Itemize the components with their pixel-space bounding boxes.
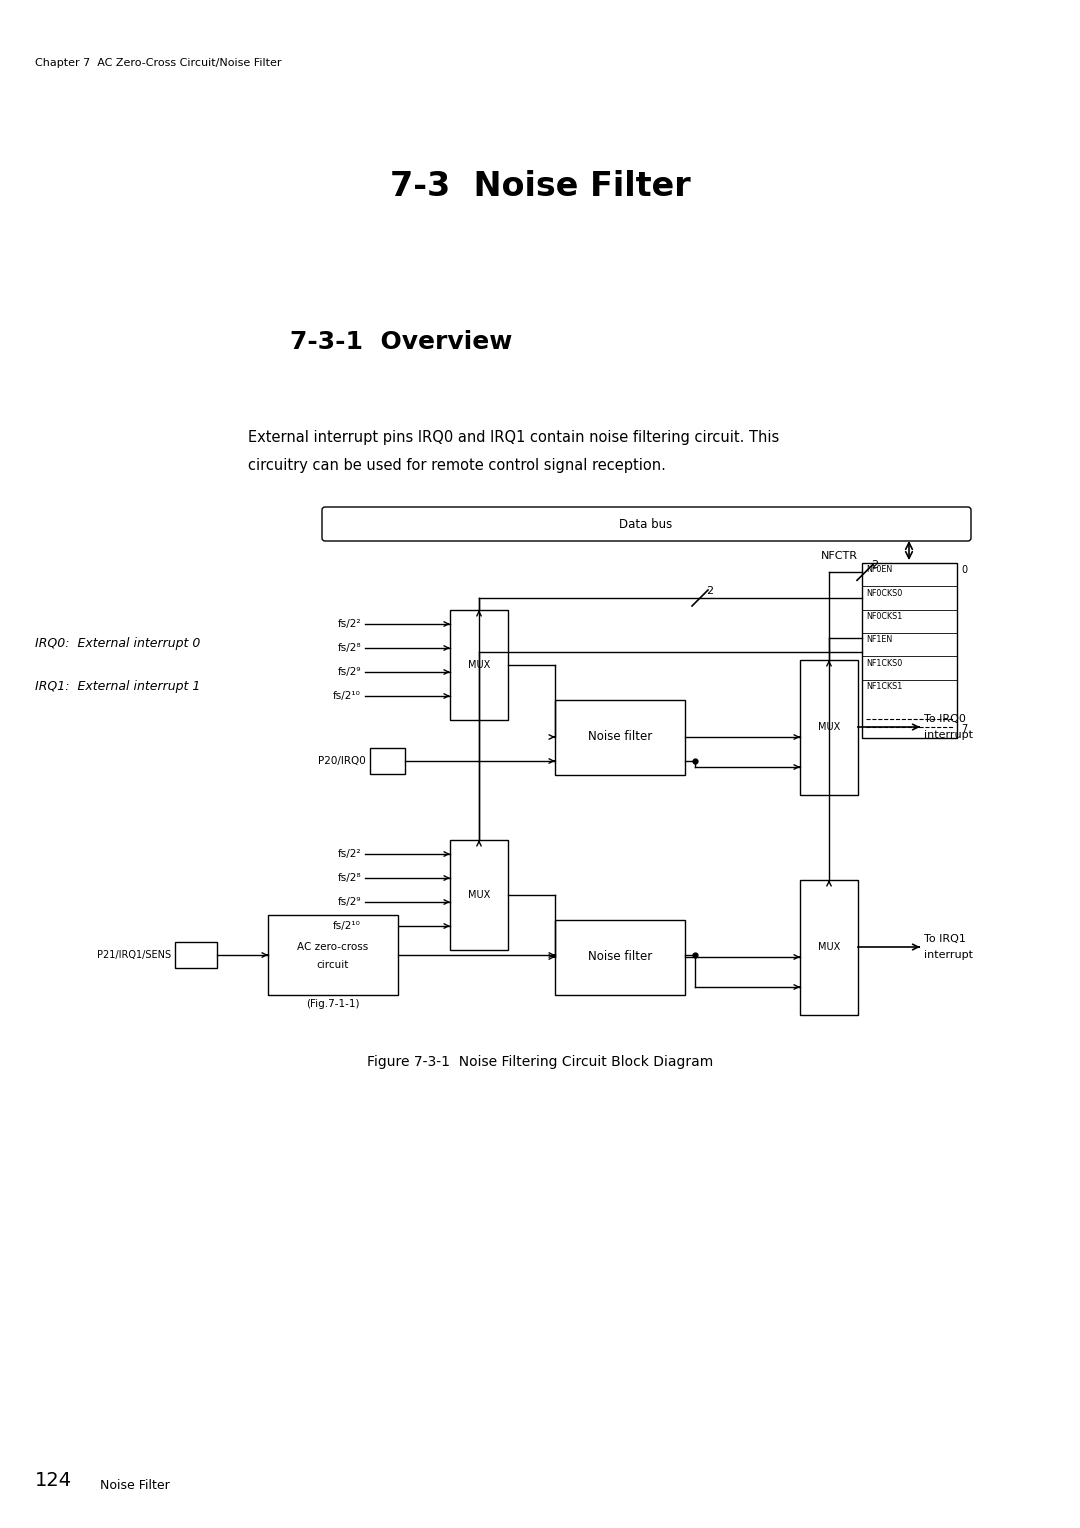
Text: circuit: circuit [316,960,349,970]
Text: MUX: MUX [818,941,840,952]
Bar [800,660,858,795]
Text: fs/2⁸: fs/2⁸ [337,872,361,883]
Text: IRQ1:  External interrupt 1: IRQ1: External interrupt 1 [35,680,201,694]
Text: fs/2⁹: fs/2⁹ [337,897,361,908]
Text: 7: 7 [961,724,968,733]
Bar [555,700,685,775]
Text: 7-3  Noise Filter: 7-3 Noise Filter [390,170,690,203]
Text: (Fig.7-1-1): (Fig.7-1-1) [307,999,360,1008]
Text: Data bus: Data bus [619,518,673,530]
Text: 7-3-1  Overview: 7-3-1 Overview [291,330,512,354]
Text: NFCTR: NFCTR [821,552,858,561]
Text: NF1CKS0: NF1CKS0 [866,659,902,668]
Text: Noise Filter: Noise Filter [100,1479,170,1491]
Text: NF0EN: NF0EN [866,565,892,575]
Text: circuitry can be used for remote control signal reception.: circuitry can be used for remote control… [248,458,666,474]
Text: To IRQ1: To IRQ1 [924,934,966,944]
Text: interrupt: interrupt [924,950,973,960]
Text: P20/IRQ0: P20/IRQ0 [319,756,366,766]
Text: To IRQ0: To IRQ0 [924,714,966,724]
Bar [450,840,508,950]
Text: 2: 2 [870,561,878,570]
Text: AC zero-cross: AC zero-cross [297,941,368,952]
Bar [555,920,685,995]
Text: MUX: MUX [818,723,840,732]
Text: NF1EN: NF1EN [866,636,892,645]
Text: Noise filter: Noise filter [588,950,652,964]
FancyBboxPatch shape [322,507,971,541]
Text: Chapter 7  AC Zero-Cross Circuit/Noise Filter: Chapter 7 AC Zero-Cross Circuit/Noise Fi… [35,58,282,69]
Text: 124: 124 [35,1471,72,1490]
Text: fs/2²: fs/2² [337,619,361,630]
Text: NF1CKS1: NF1CKS1 [866,681,902,691]
Text: External interrupt pins IRQ0 and IRQ1 contain noise filtering circuit. This: External interrupt pins IRQ0 and IRQ1 co… [248,429,780,445]
Bar [175,941,217,969]
Text: Figure 7-3-1  Noise Filtering Circuit Block Diagram: Figure 7-3-1 Noise Filtering Circuit Blo… [367,1054,713,1070]
Text: fs/2²: fs/2² [337,850,361,859]
Text: IRQ0:  External interrupt 0: IRQ0: External interrupt 0 [35,637,201,649]
Text: fs/2⁹: fs/2⁹ [337,668,361,677]
Text: interrupt: interrupt [924,730,973,740]
Text: 0: 0 [961,565,967,575]
Text: 2: 2 [706,587,713,596]
Bar [450,610,508,720]
Text: Noise filter: Noise filter [588,730,652,744]
Bar [268,915,399,995]
Text: MUX: MUX [468,889,490,900]
Text: MUX: MUX [468,660,490,669]
Text: NF0CKS1: NF0CKS1 [866,613,902,620]
Text: P21/IRQ1/SENS: P21/IRQ1/SENS [97,950,171,960]
Bar [862,562,957,738]
Text: NF0CKS0: NF0CKS0 [866,588,902,597]
Text: fs/2¹⁰: fs/2¹⁰ [333,691,361,701]
Bar [370,749,405,775]
Bar [800,880,858,1015]
Text: fs/2¹⁰: fs/2¹⁰ [333,921,361,931]
Text: fs/2⁸: fs/2⁸ [337,643,361,652]
